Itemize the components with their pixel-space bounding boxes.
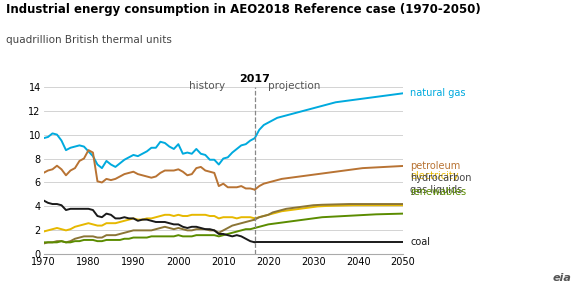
Text: electricity: electricity bbox=[410, 171, 459, 181]
Text: quadrillion British thermal units: quadrillion British thermal units bbox=[6, 35, 172, 45]
Text: hydrocarbon
gas liquids: hydrocarbon gas liquids bbox=[410, 173, 472, 195]
Text: coal: coal bbox=[410, 237, 430, 247]
Text: petroleum: petroleum bbox=[410, 161, 461, 171]
Text: 2017: 2017 bbox=[240, 74, 270, 84]
Text: renewables: renewables bbox=[410, 187, 466, 197]
Text: Industrial energy consumption in AEO2018 Reference case (1970-2050): Industrial energy consumption in AEO2018… bbox=[6, 3, 481, 16]
Text: history: history bbox=[190, 81, 226, 92]
Text: eia: eia bbox=[552, 273, 571, 283]
Text: projection: projection bbox=[268, 81, 321, 92]
Text: natural gas: natural gas bbox=[410, 88, 466, 98]
